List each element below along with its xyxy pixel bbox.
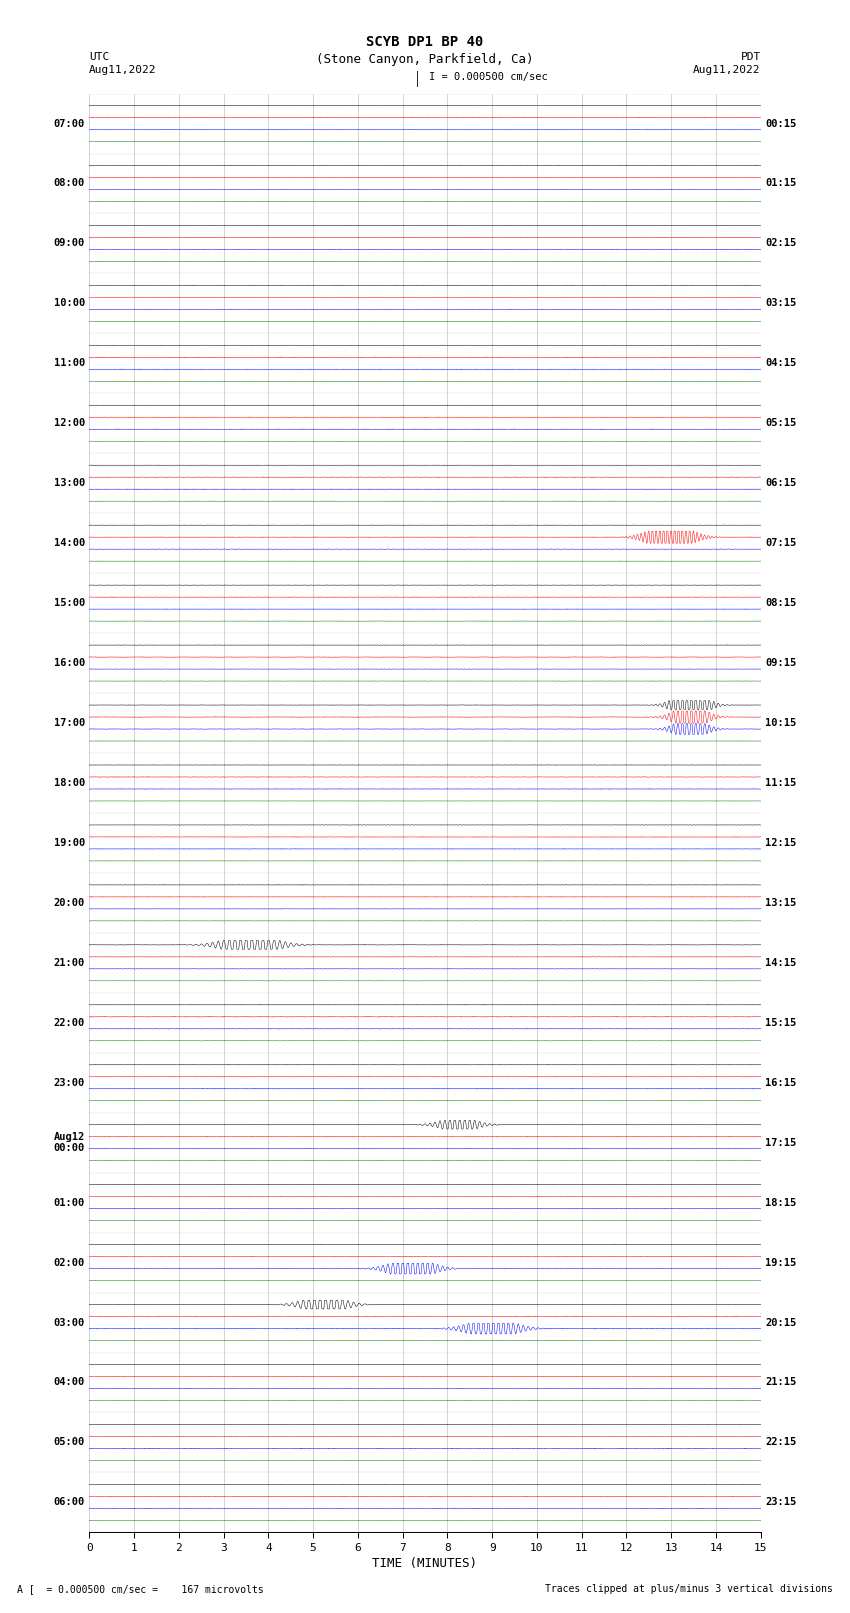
Text: SCYB DP1 BP 40: SCYB DP1 BP 40	[366, 35, 484, 50]
Text: 06:15: 06:15	[765, 477, 796, 489]
Text: 15:15: 15:15	[765, 1018, 796, 1027]
Text: 08:15: 08:15	[765, 598, 796, 608]
Text: 02:15: 02:15	[765, 239, 796, 248]
Text: Traces clipped at plus/minus 3 vertical divisions: Traces clipped at plus/minus 3 vertical …	[545, 1584, 833, 1594]
Text: I = 0.000500 cm/sec: I = 0.000500 cm/sec	[429, 73, 548, 82]
Text: 13:00: 13:00	[54, 477, 85, 489]
Text: 09:00: 09:00	[54, 239, 85, 248]
Text: 21:15: 21:15	[765, 1378, 796, 1387]
Text: 21:00: 21:00	[54, 958, 85, 968]
Text: 09:15: 09:15	[765, 658, 796, 668]
Text: 16:00: 16:00	[54, 658, 85, 668]
Text: 16:15: 16:15	[765, 1077, 796, 1087]
Text: 08:00: 08:00	[54, 179, 85, 189]
Text: 13:15: 13:15	[765, 898, 796, 908]
Text: UTC: UTC	[89, 52, 110, 61]
Text: Aug11,2022: Aug11,2022	[694, 65, 761, 74]
Text: 10:15: 10:15	[765, 718, 796, 727]
Text: 22:15: 22:15	[765, 1437, 796, 1447]
Text: 04:15: 04:15	[765, 358, 796, 368]
Text: 23:15: 23:15	[765, 1497, 796, 1508]
Text: 03:00: 03:00	[54, 1318, 85, 1327]
Text: 07:15: 07:15	[765, 539, 796, 548]
Text: Aug11,2022: Aug11,2022	[89, 65, 156, 74]
Text: 10:00: 10:00	[54, 298, 85, 308]
Text: 14:00: 14:00	[54, 539, 85, 548]
Text: 11:00: 11:00	[54, 358, 85, 368]
Text: 14:15: 14:15	[765, 958, 796, 968]
Text: 11:15: 11:15	[765, 777, 796, 789]
Text: 05:00: 05:00	[54, 1437, 85, 1447]
X-axis label: TIME (MINUTES): TIME (MINUTES)	[372, 1557, 478, 1569]
Text: PDT: PDT	[740, 52, 761, 61]
Text: (Stone Canyon, Parkfield, Ca): (Stone Canyon, Parkfield, Ca)	[316, 53, 534, 66]
Text: 12:15: 12:15	[765, 837, 796, 848]
Text: 15:00: 15:00	[54, 598, 85, 608]
Text: 12:00: 12:00	[54, 418, 85, 429]
Text: 07:00: 07:00	[54, 118, 85, 129]
Text: 00:15: 00:15	[765, 118, 796, 129]
Text: 05:15: 05:15	[765, 418, 796, 429]
Text: 03:15: 03:15	[765, 298, 796, 308]
Text: 22:00: 22:00	[54, 1018, 85, 1027]
Text: 18:15: 18:15	[765, 1197, 796, 1208]
Text: 20:00: 20:00	[54, 898, 85, 908]
Text: 17:15: 17:15	[765, 1137, 796, 1148]
Text: 01:00: 01:00	[54, 1197, 85, 1208]
Text: 02:00: 02:00	[54, 1258, 85, 1268]
Text: 19:15: 19:15	[765, 1258, 796, 1268]
Text: A [  = 0.000500 cm/sec =    167 microvolts: A [ = 0.000500 cm/sec = 167 microvolts	[17, 1584, 264, 1594]
Text: 19:00: 19:00	[54, 837, 85, 848]
Text: 17:00: 17:00	[54, 718, 85, 727]
Text: 01:15: 01:15	[765, 179, 796, 189]
Text: 20:15: 20:15	[765, 1318, 796, 1327]
Text: Aug12
00:00: Aug12 00:00	[54, 1132, 85, 1153]
Text: 04:00: 04:00	[54, 1378, 85, 1387]
Text: 06:00: 06:00	[54, 1497, 85, 1508]
Text: 18:00: 18:00	[54, 777, 85, 789]
Text: 23:00: 23:00	[54, 1077, 85, 1087]
